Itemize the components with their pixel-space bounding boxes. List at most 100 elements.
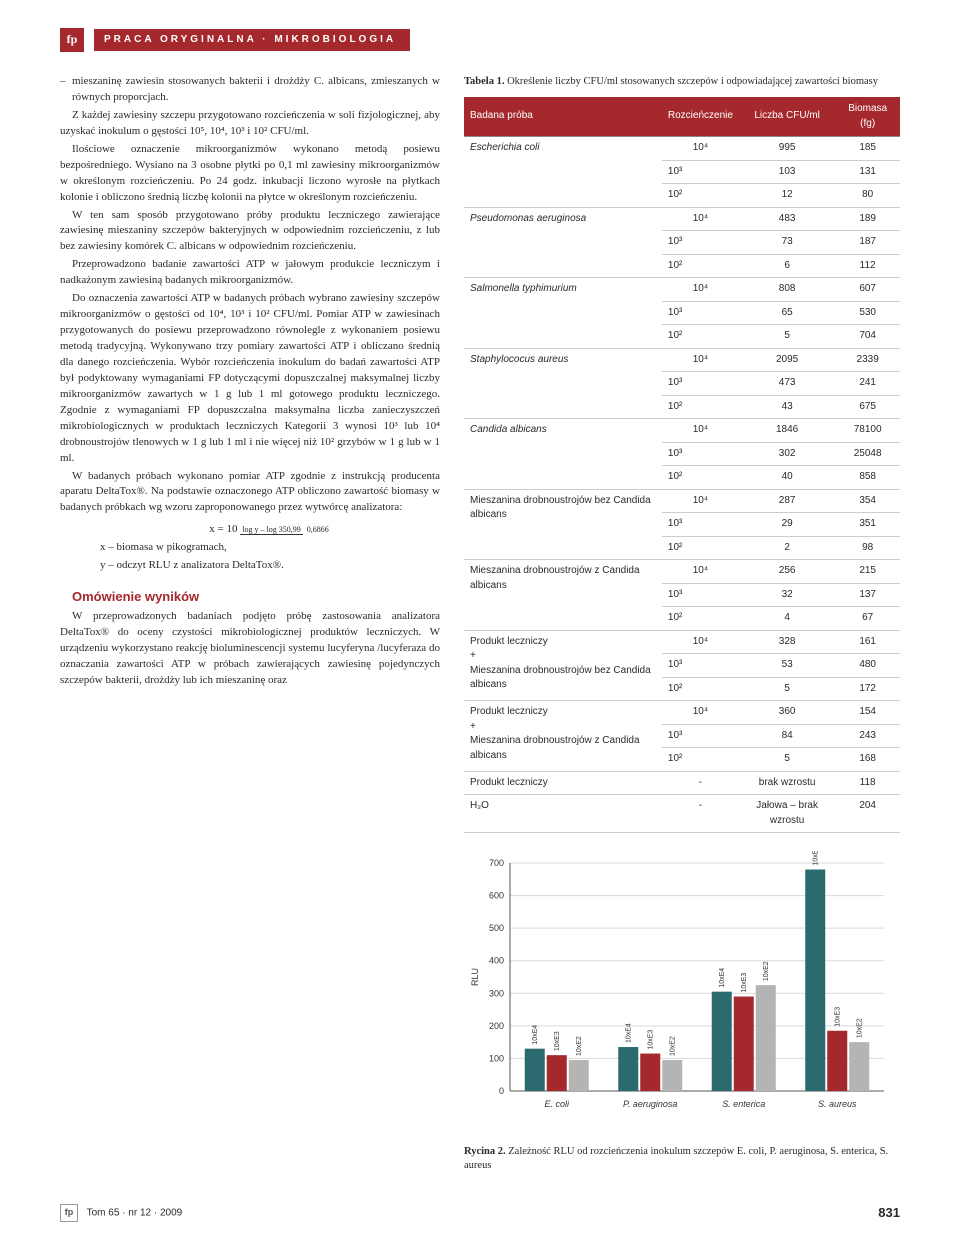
svg-text:10xE2: 10xE2 bbox=[669, 1036, 676, 1056]
table-data-cell: 241 bbox=[835, 372, 900, 396]
table-data-cell: 704 bbox=[835, 325, 900, 349]
table-data-cell: 10³ bbox=[662, 513, 739, 537]
table-header-cell: Rozcieńczenie bbox=[662, 97, 739, 137]
table-data-cell: 78100 bbox=[835, 419, 900, 443]
table-data-cell: 154 bbox=[835, 701, 900, 725]
table-data-cell: 10⁴ bbox=[662, 560, 739, 584]
table-data-cell: 103 bbox=[739, 160, 835, 184]
table-data-cell: 112 bbox=[835, 254, 900, 278]
formula: x = 10 log y – log 350,99 0,6866 bbox=[100, 522, 440, 538]
table-sample-cell: Mieszanina drobnoustrojów bez Candida al… bbox=[464, 489, 662, 560]
table-sample-cell: Salmonella typhimurium bbox=[464, 278, 662, 349]
body-paragraph: Ilościowe oznaczenie mikroorganizmów wyk… bbox=[60, 142, 440, 206]
table-data-cell: 10³ bbox=[662, 231, 739, 255]
table-data-cell: 131 bbox=[835, 160, 900, 184]
svg-text:10xE2: 10xE2 bbox=[576, 1036, 583, 1056]
page-footer: fp Tom 65 · nr 12 · 2009 831 bbox=[60, 1204, 900, 1223]
figure-caption-label: Rycina 2. bbox=[464, 1146, 506, 1157]
table-data-cell: 185 bbox=[835, 137, 900, 161]
two-column-layout: mieszaninę zawiesin stosowanych bakterii… bbox=[60, 74, 900, 1174]
formula-numerator: log y – log 350,99 bbox=[240, 525, 302, 535]
svg-text:10xE2: 10xE2 bbox=[856, 1018, 863, 1038]
table-data-cell: 53 bbox=[739, 654, 835, 678]
table-data-cell: 10² bbox=[662, 184, 739, 208]
section-title: PRACA ORYGINALNA · MIKROBIOLOGIA bbox=[94, 29, 410, 52]
table-row: Salmonella typhimurium10⁴808607 bbox=[464, 278, 900, 302]
table-caption-text: Określenie liczby CFU/ml stosowanych szc… bbox=[507, 76, 878, 87]
footer-logo: fp bbox=[60, 1204, 78, 1222]
table-data-cell: 287 bbox=[739, 489, 835, 513]
body-paragraph: Do oznaczenia zawartości ATP w badanych … bbox=[60, 291, 440, 466]
table-row: H₂O-Jałowa – brak wzrostu204 bbox=[464, 795, 900, 833]
table-data-cell: 328 bbox=[739, 630, 835, 654]
table-data-cell: 530 bbox=[835, 301, 900, 325]
table-data-cell: 10² bbox=[662, 395, 739, 419]
table-data-cell: 168 bbox=[835, 748, 900, 772]
svg-text:500: 500 bbox=[489, 923, 504, 933]
table-data-cell: 10⁴ bbox=[662, 207, 739, 231]
table-header-cell: Liczba CFU/ml bbox=[739, 97, 835, 137]
table-data-cell: 98 bbox=[835, 536, 900, 560]
table-data-cell: 5 bbox=[739, 677, 835, 701]
table-row: Staphylococus aureus10⁴20952339 bbox=[464, 348, 900, 372]
table-data-cell: 1846 bbox=[739, 419, 835, 443]
right-column: Tabela 1. Określenie liczby CFU/ml stoso… bbox=[464, 74, 900, 1174]
table-data-cell: 161 bbox=[835, 630, 900, 654]
table-caption-label: Tabela 1. bbox=[464, 76, 504, 87]
table-data-cell: 12 bbox=[739, 184, 835, 208]
figure-caption-text: Zależność RLU od rozcieńczenia inokulum … bbox=[464, 1146, 888, 1171]
table-data-cell: 10³ bbox=[662, 583, 739, 607]
formula-legend: x – biomasa w pikogramach, bbox=[100, 540, 440, 556]
svg-text:300: 300 bbox=[489, 989, 504, 999]
table-data-cell: 40 bbox=[739, 466, 835, 490]
svg-text:600: 600 bbox=[489, 891, 504, 901]
table-data-cell: 25048 bbox=[835, 442, 900, 466]
table-data-cell: 67 bbox=[835, 607, 900, 631]
table-row: Produkt leczniczy-brak wzrostu118 bbox=[464, 771, 900, 795]
svg-text:700: 700 bbox=[489, 858, 504, 868]
svg-text:10xE2: 10xE2 bbox=[763, 961, 770, 981]
table-data-cell: 10³ bbox=[662, 654, 739, 678]
table-data-cell: 2095 bbox=[739, 348, 835, 372]
table-data-cell: - bbox=[662, 771, 739, 795]
table-data-cell: 10⁴ bbox=[662, 630, 739, 654]
table-data-cell: 360 bbox=[739, 701, 835, 725]
svg-text:10xE3: 10xE3 bbox=[741, 973, 748, 993]
body-paragraph: W badanych próbach wykonano pomiar ATP z… bbox=[60, 469, 440, 517]
figure-caption: Rycina 2. Zależność RLU od rozcieńczenia… bbox=[464, 1145, 900, 1173]
chart-container: 0100200300400500600700RLU10xE410xE310xE2… bbox=[464, 851, 900, 1137]
table-data-cell: 32 bbox=[739, 583, 835, 607]
table-data-cell: 65 bbox=[739, 301, 835, 325]
svg-text:10xE4: 10xE4 bbox=[532, 1025, 539, 1045]
table-data-cell: 137 bbox=[835, 583, 900, 607]
svg-text:10xE3: 10xE3 bbox=[554, 1031, 561, 1051]
table-sample-cell: Produkt leczniczy + Mieszanina drobnoust… bbox=[464, 630, 662, 701]
table-data-cell: 2 bbox=[739, 536, 835, 560]
table-data-cell: 4 bbox=[739, 607, 835, 631]
left-column: mieszaninę zawiesin stosowanych bakterii… bbox=[60, 74, 440, 1174]
table-row: Produkt leczniczy + Mieszanina drobnoust… bbox=[464, 630, 900, 654]
svg-text:10xE3: 10xE3 bbox=[834, 1007, 841, 1027]
table-sample-cell: Produkt leczniczy + Mieszanina drobnoust… bbox=[464, 701, 662, 772]
table-header-cell: Badana próba bbox=[464, 97, 662, 137]
table-data-cell: 483 bbox=[739, 207, 835, 231]
table-data-cell: 858 bbox=[835, 466, 900, 490]
table-sample-cell: Mieszanina drobnoustrojów z Candida albi… bbox=[464, 560, 662, 631]
table-sample-cell: Escherichia coli bbox=[464, 137, 662, 208]
svg-text:S. enterica: S. enterica bbox=[722, 1099, 765, 1109]
table-data-cell: 10⁴ bbox=[662, 489, 739, 513]
svg-text:200: 200 bbox=[489, 1021, 504, 1031]
table-data-cell: 256 bbox=[739, 560, 835, 584]
table-data-cell: 5 bbox=[739, 325, 835, 349]
table-data-cell: 10² bbox=[662, 536, 739, 560]
table-data-cell: 995 bbox=[739, 137, 835, 161]
table-data-cell: 607 bbox=[835, 278, 900, 302]
table-data-cell: brak wzrostu bbox=[739, 771, 835, 795]
table-sample-cell: Produkt leczniczy bbox=[464, 771, 662, 795]
table-data-cell: 10³ bbox=[662, 442, 739, 466]
body-paragraph: Z każdej zawiesiny szczepu przygotowano … bbox=[60, 108, 440, 140]
table-data-cell: 215 bbox=[835, 560, 900, 584]
table-data-cell: 10³ bbox=[662, 372, 739, 396]
data-table: Badana próba Rozcieńczenie Liczba CFU/ml… bbox=[464, 97, 900, 833]
table-data-cell: 480 bbox=[835, 654, 900, 678]
